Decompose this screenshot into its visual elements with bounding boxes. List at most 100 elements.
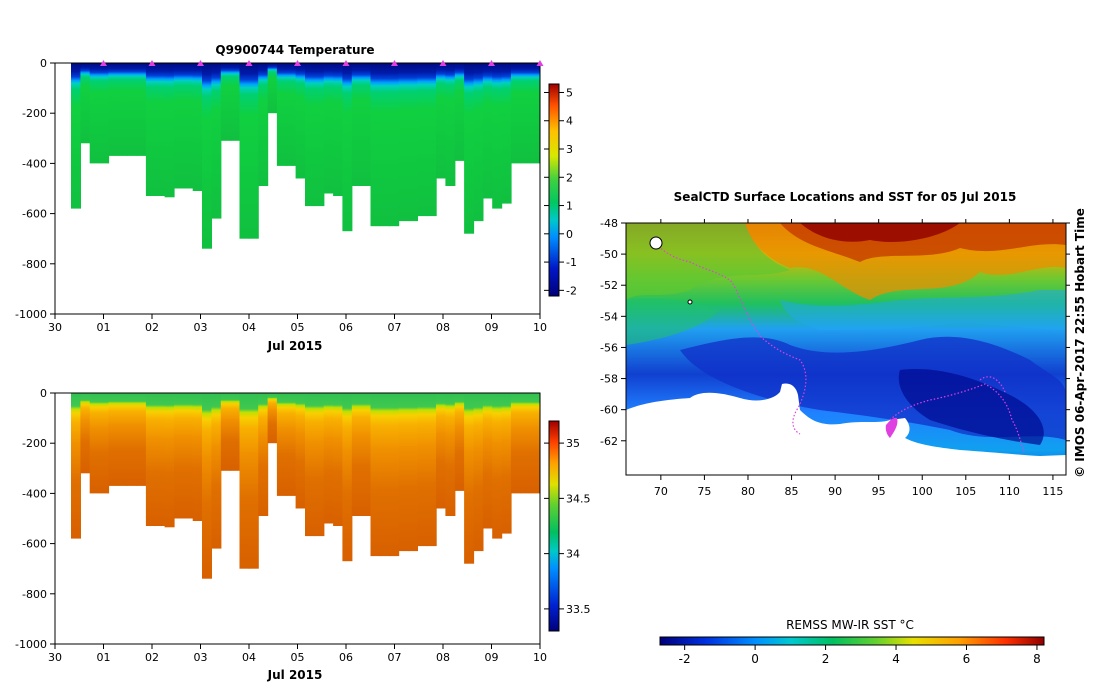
profile-column xyxy=(314,393,325,537)
colorbar-tick-label: 1 xyxy=(566,200,573,213)
profile-column xyxy=(145,63,156,196)
y-tick-label: -600 xyxy=(22,538,47,551)
profile-column xyxy=(230,63,241,141)
profile-column xyxy=(529,393,540,494)
x-tick-label: 01 xyxy=(97,321,111,334)
salinity-x-axis: 30 01 02 03 04 05 06 07 08 09 10 xyxy=(48,644,547,664)
profile-column xyxy=(398,63,409,222)
colorbar-tick-label: 35 xyxy=(566,437,580,450)
map-axes-frame xyxy=(625,222,1067,476)
profile-column xyxy=(351,63,362,186)
salinity-colorbar-ticks: 35 34.5 34 33.5 xyxy=(544,437,591,616)
profile-column xyxy=(155,63,166,196)
temperature-colorbar xyxy=(548,83,560,297)
x-tick-label: 09 xyxy=(485,321,499,334)
profile-column xyxy=(220,393,231,471)
profile-column xyxy=(174,393,184,519)
profile-column xyxy=(248,63,259,239)
profile-column xyxy=(248,393,259,569)
sst-colorbar-tick-label: 8 xyxy=(1033,652,1041,666)
profile-column xyxy=(267,63,278,114)
seal-location-cluster xyxy=(885,417,898,438)
profile-marker xyxy=(100,60,107,66)
profile-column xyxy=(305,63,315,207)
profile-column xyxy=(295,393,306,509)
profile-column xyxy=(379,393,390,557)
temperature-x-axis: 30 01 02 03 04 05 06 07 08 09 10 xyxy=(48,314,547,334)
salinity-xlabel: Jul 2015 xyxy=(267,668,323,682)
profile-column xyxy=(510,393,521,494)
profile-column xyxy=(117,393,128,486)
seal-track xyxy=(651,237,1025,453)
y-tick-label: -600 xyxy=(22,208,47,221)
profile-column xyxy=(408,393,418,552)
profile-column xyxy=(117,63,128,156)
profile-column xyxy=(473,393,484,552)
lon-tick-label: 70 xyxy=(654,485,668,498)
profile-column xyxy=(211,393,222,549)
lon-tick-label: 115 xyxy=(1042,485,1063,498)
profile-column xyxy=(258,63,269,186)
profile-column xyxy=(286,63,297,166)
profile-column xyxy=(361,393,372,516)
profile-column xyxy=(426,393,437,547)
x-tick-label: 08 xyxy=(436,321,450,334)
sst-colorbar-tick-label: -2 xyxy=(679,652,691,666)
profile-column xyxy=(183,63,194,189)
sst-field xyxy=(626,223,1066,475)
profile-column xyxy=(145,393,156,526)
profile-column xyxy=(80,63,91,144)
map-title: SealCTD Surface Locations and SST for 05… xyxy=(674,190,1017,204)
y-tick-label: -200 xyxy=(22,437,47,450)
profile-column xyxy=(305,393,315,537)
colorbar-tick-label: -1 xyxy=(566,256,577,269)
profile-column xyxy=(342,63,353,232)
profile-column xyxy=(127,393,138,486)
y-tick-label: 0 xyxy=(40,57,47,70)
profile-column xyxy=(127,63,138,156)
y-tick-label: -1000 xyxy=(15,308,47,321)
sst-colorbar-ticks: -2 0 2 4 6 8 xyxy=(679,645,1041,666)
profile-marker xyxy=(245,60,253,66)
profile-column xyxy=(473,63,484,222)
profile-marker xyxy=(391,60,398,66)
x-tick-label: 03 xyxy=(194,651,208,664)
x-tick-label: 10 xyxy=(533,651,547,664)
lon-tick-label: 100 xyxy=(912,485,933,498)
temperature-title: Q9900744 Temperature xyxy=(215,43,374,57)
profile-column xyxy=(220,63,231,141)
y-tick-label: -1000 xyxy=(15,638,47,651)
salinity-y-axis: 0 -200 -400 -600 -800 -1000 xyxy=(15,387,55,651)
profile-column xyxy=(482,393,493,529)
profile-column xyxy=(202,63,212,249)
profile-column xyxy=(174,63,184,189)
profile-column xyxy=(71,63,81,209)
profile-column xyxy=(286,393,297,496)
colorbar-tick-label: 34.5 xyxy=(566,492,591,505)
y-tick-label: -400 xyxy=(22,487,47,500)
profile-column xyxy=(492,63,503,209)
profile-column xyxy=(464,393,475,564)
sst-colorbar-tick-label: 6 xyxy=(963,652,971,666)
profile-column xyxy=(529,63,540,164)
lat-tick-label: -56 xyxy=(600,341,618,354)
y-tick-label: 0 xyxy=(40,387,47,400)
profile-column xyxy=(99,393,110,494)
profile-column xyxy=(164,393,175,528)
profile-column xyxy=(183,393,194,519)
profile-column xyxy=(99,63,110,164)
profile-column xyxy=(454,393,465,491)
profile-column xyxy=(389,63,400,227)
x-tick-label: 30 xyxy=(48,321,62,334)
x-tick-label: 30 xyxy=(48,651,62,664)
profile-column xyxy=(501,393,512,534)
profile-column xyxy=(417,393,428,547)
profile-marker xyxy=(197,60,204,66)
lat-tick-label: -62 xyxy=(600,435,618,448)
profile-column xyxy=(492,393,503,539)
profile-marker xyxy=(294,60,301,66)
salinity-colorbar xyxy=(548,420,560,632)
lat-tick-label: -52 xyxy=(600,279,618,292)
sst-colorbar xyxy=(659,636,1045,646)
